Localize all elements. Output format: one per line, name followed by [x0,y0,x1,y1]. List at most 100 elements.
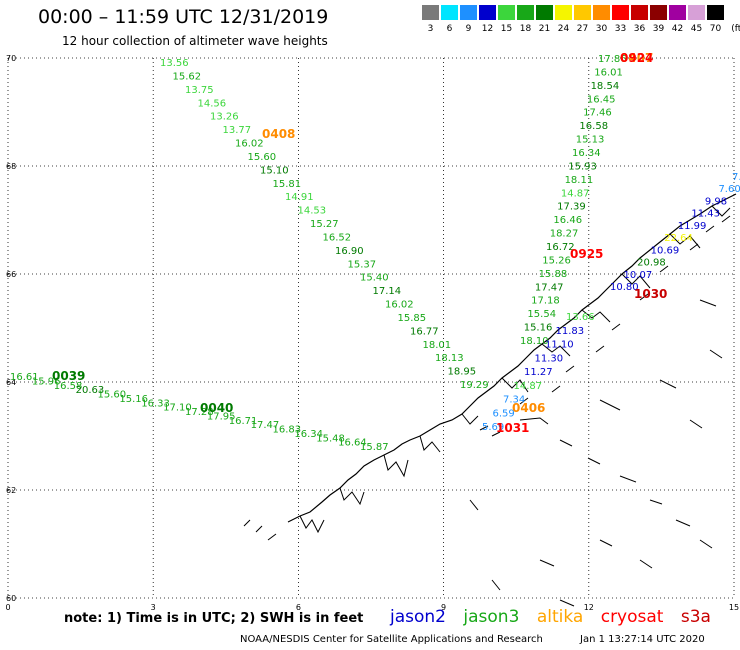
wave-height-value: 16.58 [579,121,608,132]
map-title: 00:00 – 11:59 UTC 12/31/2019 [38,6,329,28]
scale-label: 6 [446,24,453,34]
y-tick-label: 62 [6,486,16,495]
wave-height-value: 14.87 [514,381,543,392]
scale-label: 18 [519,24,532,34]
scale-label: 36 [633,24,646,34]
scale-swatch [479,5,496,20]
wave-height-value: 17.47 [535,282,564,293]
scale-swatch [650,5,667,20]
scale-label: 30 [595,24,608,34]
scale-label: 12 [481,24,494,34]
wave-height-value: 11.30 [535,353,564,364]
wave-height-value: 15.10 [260,165,289,176]
wave-height-value: 13.75 [185,85,214,96]
wave-height-value: 18.13 [435,353,464,364]
wave-height-value: 7.34 [503,395,525,406]
wave-height-value: 13.77 [223,125,252,136]
pass-time-label: 0407 [620,51,653,65]
x-tick-label: 3 [151,603,156,612]
wave-height-value: 17.39 [557,202,586,213]
wave-height-value: 10.69 [651,245,680,256]
wave-height-value: 16.34 [294,429,323,440]
wave-height-value: 13.66 [566,312,595,323]
wave-height-value: 16.33 [141,398,170,409]
scale-swatch [612,5,629,20]
wave-height-value: 6.59 [493,408,515,419]
wave-height-value: 15.62 [173,71,202,82]
wave-height-value: 15.16 [119,394,148,405]
pass-time-label: 0924 [620,51,653,65]
wave-height-value: 15.60 [248,152,277,163]
generated-timestamp: Jan 1 13:27:14 UTC 2020 [580,634,705,645]
mission-legend: jason2 jason3 altika cryosat s3a [390,607,723,627]
scale-label: 45 [690,24,703,34]
wave-height-value: 16.02 [235,139,264,150]
pass-time-label: 0408 [262,127,295,141]
wave-height-value: 17.95 [207,411,236,422]
pass-time-label: 0925 [570,247,603,261]
wave-height-value: 16.34 [572,148,601,159]
wave-height-value: 20.98 [637,258,666,269]
altimeter-tracks: 13.56 15.62 13.75 14.56 13.26 13.77 16.02 15.60… [10,51,740,453]
wave-height-value: 20.63 [76,385,105,396]
wave-height-value: 16.72 [546,242,575,253]
wave-height-value: 18.01 [423,340,452,351]
scale-swatch [669,5,686,20]
wave-height-value: 15.37 [348,259,377,270]
scale-swatch [498,5,515,20]
wave-height-value: 16.77 [410,326,439,337]
wave-height-value: 14.56 [198,98,227,109]
wave-height-value: 16.83 [273,425,302,436]
wave-height-value: 10.80 [610,282,639,293]
wave-height-value: 16.01 [594,67,623,78]
wave-height-value: 16.02 [385,300,414,311]
wave-height-value: 17.10 [163,403,192,414]
wave-height-value: 16.71 [229,416,258,427]
scale-label: 42 [671,24,684,34]
x-tick-label: 9 [441,603,446,612]
wave-height-value: 15.96 [32,376,61,387]
wave-height-value: 13.56 [160,58,189,69]
wave-height-value: 10.07 [624,270,653,281]
credit-line: NOAA/NESDIS Center for Satellite Applica… [240,634,543,645]
scale-swatch [688,5,705,20]
wave-height-value: 14.87 [561,188,590,199]
legend-s3a: s3a [680,607,711,627]
wave-height-value: 15.13 [576,135,605,146]
wave-height-value: 15.54 [527,309,556,320]
wave-height-value: 11.99 [678,221,707,232]
scale-swatch [631,5,648,20]
wave-height-value: 15.81 [273,179,302,190]
pass-time-label: 0406 [512,401,545,415]
x-tick-label: 15 [729,603,739,612]
wave-height-value: 11.43 [691,209,720,220]
wave-height-value: 7.42 [732,172,740,183]
wave-height-value: 15.60 [98,390,127,401]
legend-altika: altika [536,607,584,627]
pass-time-label: 1030 [634,287,667,301]
scale-label: 27 [576,24,589,34]
scale-label: 15 [500,24,513,34]
wave-height-value: 15.26 [542,255,571,266]
scale-label: 21 [538,24,551,34]
scale-swatch [555,5,572,20]
y-tick-label: 70 [6,54,16,63]
legend-cryosat: cryosat [600,607,664,627]
wave-height-value: 15.16 [524,323,553,334]
pass-time-label: 0039 [52,369,85,383]
y-tick-label: 64 [6,378,16,387]
scale-swatch [707,5,724,20]
wave-height-value: 15.93 [568,161,597,172]
wave-height-value: 18.54 [591,81,620,92]
wave-height-value: 16.46 [553,215,582,226]
wave-height-value: 17.86 [598,54,627,65]
wave-height-value: 18.27 [550,229,579,240]
y-tick-label: 66 [6,270,16,279]
wave-height-value: 11.83 [556,326,585,337]
map-note: note: 1) Time is in UTC; 2) SWH is in fe… [64,611,364,626]
lat-lon-grid: 0 3 6 9 12 15 70 68 66 64 62 60 [5,54,739,612]
wave-height-value: 7.60 [718,184,740,195]
scale-label: 3 [427,24,434,34]
scale-swatch [422,5,439,20]
